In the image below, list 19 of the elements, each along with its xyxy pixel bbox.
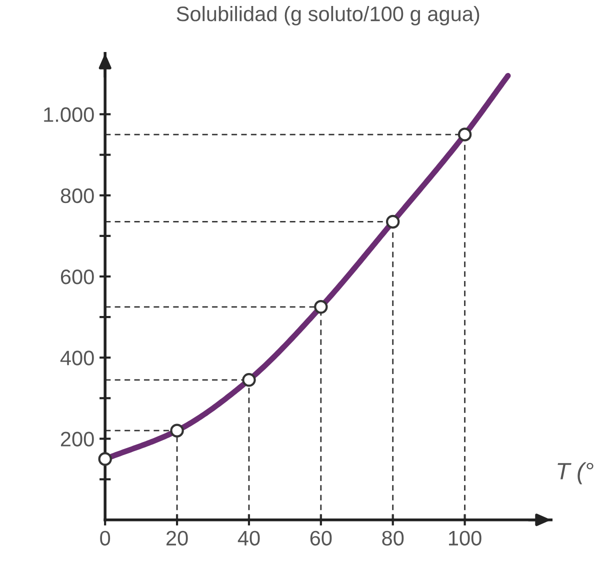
y-tick-label: 800 [60,188,94,204]
point [98,452,112,466]
y-tick-label: 1.000 [44,107,94,122]
x-tick-label: 80 [382,530,404,546]
x-tick-label: 20 [166,530,188,546]
y-axis-title: Solubilidad (g soluto/100 g agua) [176,6,480,26]
point [458,128,472,142]
point [314,300,328,314]
point [170,424,184,438]
y-tick-label: 600 [60,269,94,284]
x-tick-label: 60 [310,530,332,546]
point [386,214,400,229]
x-tick-label: 100 [449,530,482,546]
x-axis-title: T (° [558,462,594,484]
point [242,373,256,387]
y-tick-label: 200 [60,432,94,446]
y-tick-label: 400 [60,350,94,366]
x-tick-label: 40 [238,530,260,546]
x-tick-label: 0 [100,530,110,546]
